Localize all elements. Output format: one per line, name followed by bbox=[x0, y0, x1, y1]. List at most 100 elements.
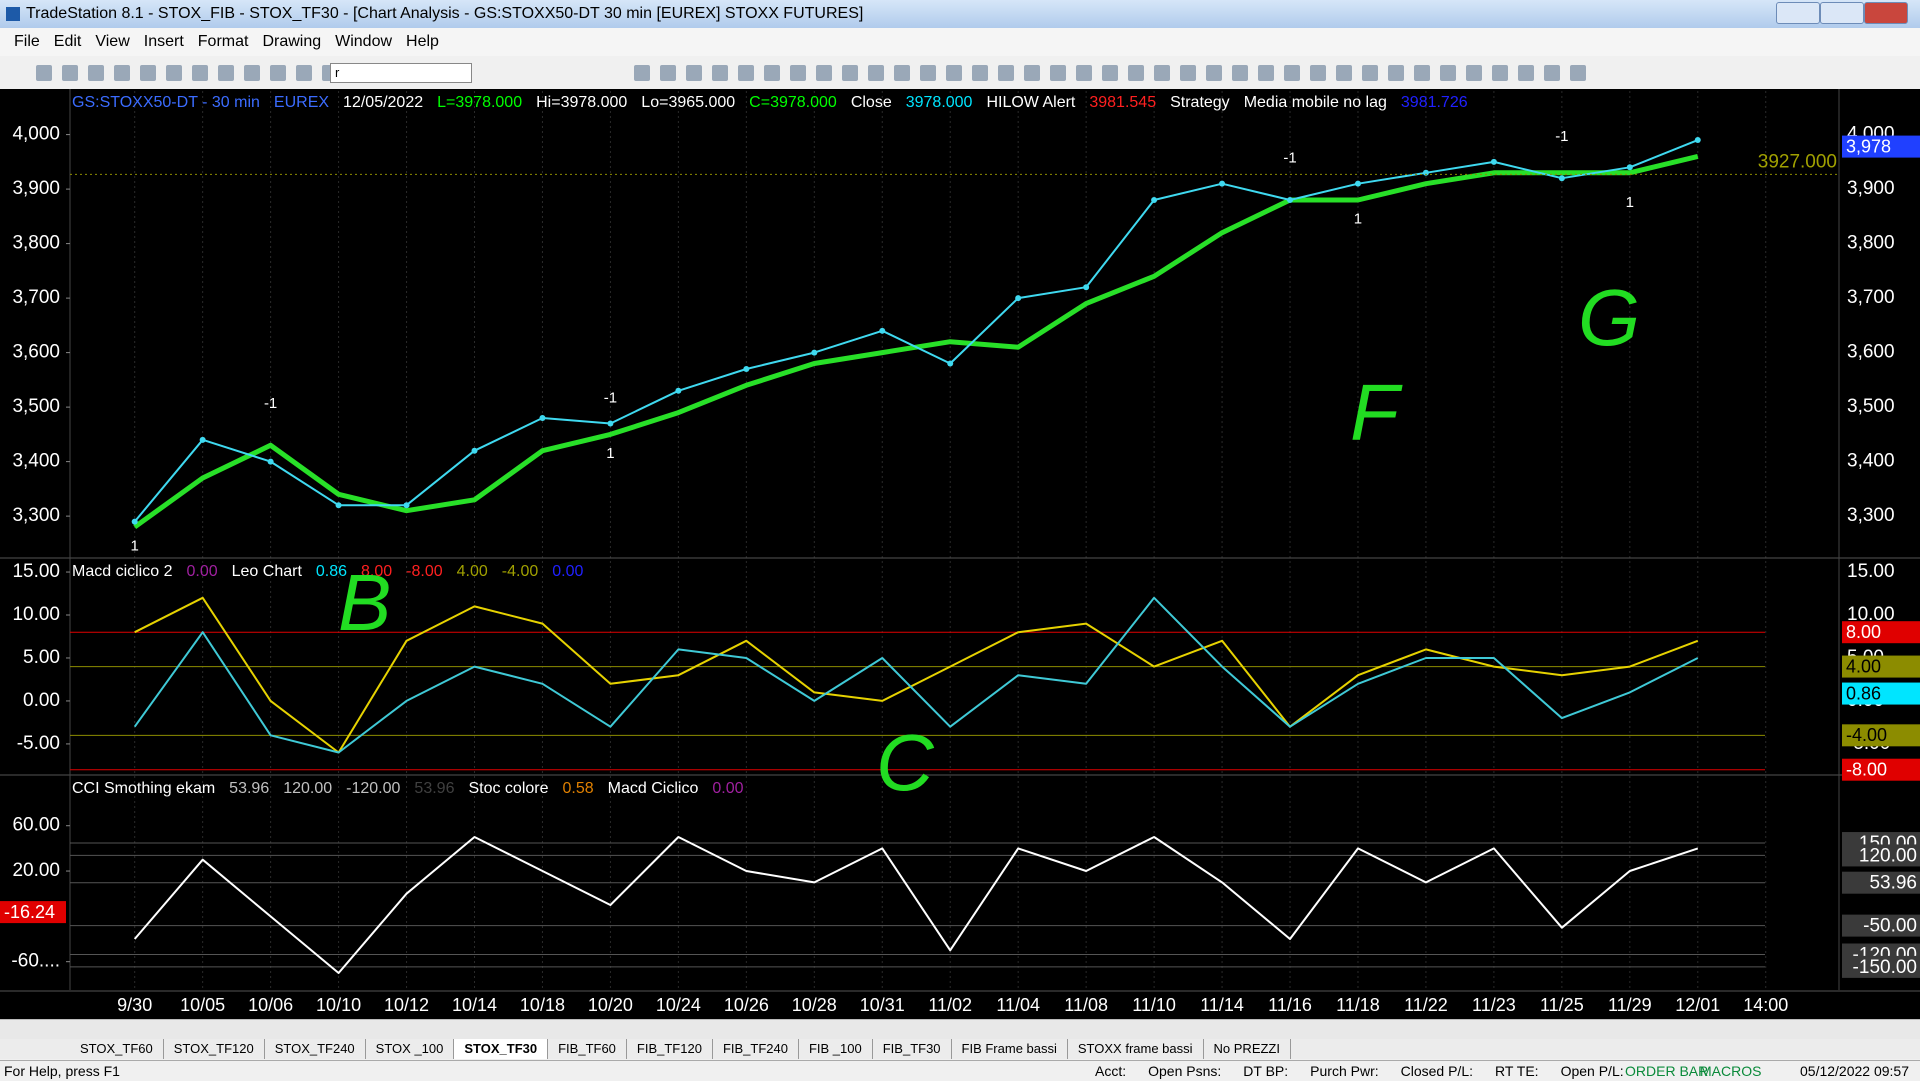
toolbar-button[interactable] bbox=[790, 65, 806, 81]
indicator-header: Macd ciclico 2 bbox=[72, 563, 173, 580]
indicator-header: 53.96 bbox=[229, 780, 269, 797]
toolbar-button[interactable] bbox=[946, 65, 962, 81]
toolbar-button[interactable] bbox=[1050, 65, 1066, 81]
toolbar-button[interactable] bbox=[1180, 65, 1196, 81]
minimize-button[interactable] bbox=[1776, 2, 1820, 24]
workspace-tab[interactable]: STOX_TF240 bbox=[265, 1039, 366, 1059]
y-tick-label-right: 15.00 bbox=[1847, 561, 1895, 582]
maximize-button[interactable] bbox=[1820, 2, 1864, 24]
signal-label: 1 bbox=[131, 537, 139, 554]
toolbar-button[interactable] bbox=[166, 65, 182, 81]
value-flag: -16.24 bbox=[4, 902, 55, 922]
toolbar-button[interactable] bbox=[1128, 65, 1144, 81]
toolbar-button[interactable] bbox=[218, 65, 234, 81]
toolbar-button[interactable] bbox=[88, 65, 104, 81]
menu-item[interactable]: Edit bbox=[53, 33, 82, 50]
macros[interactable]: MACROS bbox=[1700, 1063, 1762, 1079]
toolbar-button[interactable] bbox=[1336, 65, 1352, 81]
workspace-tab[interactable]: STOX_TF60 bbox=[70, 1039, 164, 1059]
toolbar-button[interactable] bbox=[1544, 65, 1560, 81]
workspace-tab[interactable]: STOX_TF30 bbox=[454, 1039, 549, 1059]
toolbar-button[interactable] bbox=[894, 65, 910, 81]
toolbar-button[interactable] bbox=[712, 65, 728, 81]
toolbar-button[interactable] bbox=[764, 65, 780, 81]
toolbar-button[interactable] bbox=[296, 65, 312, 81]
toolbar-button[interactable] bbox=[1570, 65, 1586, 81]
price-dot bbox=[607, 420, 614, 427]
toolbar-button[interactable] bbox=[114, 65, 130, 81]
toolbar-button[interactable] bbox=[1102, 65, 1118, 81]
workspace-tab[interactable]: FIB_TF240 bbox=[713, 1039, 799, 1059]
menu-item[interactable]: Format bbox=[197, 33, 249, 50]
menu-item[interactable]: Drawing bbox=[262, 33, 322, 50]
y2-tick-label: -50.00 bbox=[1863, 916, 1917, 937]
toolbar-button[interactable] bbox=[1440, 65, 1456, 81]
workspace-tab[interactable]: FIB Frame bassi bbox=[952, 1039, 1068, 1059]
workspace-tab[interactable]: FIB_TF120 bbox=[627, 1039, 713, 1059]
toolbar-button[interactable] bbox=[192, 65, 208, 81]
menu-item[interactable]: View bbox=[95, 33, 130, 50]
workspace-tab[interactable]: FIB_TF60 bbox=[548, 1039, 627, 1059]
menu-item[interactable]: Insert bbox=[143, 33, 184, 50]
toolbar-button[interactable] bbox=[1466, 65, 1482, 81]
workspace-tab[interactable]: STOX_TF120 bbox=[164, 1039, 265, 1059]
symbol-box[interactable]: r bbox=[330, 63, 472, 83]
toolbar-button[interactable] bbox=[738, 65, 754, 81]
toolbar-button[interactable] bbox=[634, 65, 650, 81]
toolbar-button[interactable] bbox=[686, 65, 702, 81]
account-field: RT TE: bbox=[1495, 1063, 1539, 1079]
toolbar-button[interactable] bbox=[1310, 65, 1326, 81]
toolbar-button[interactable] bbox=[270, 65, 286, 81]
price-dot bbox=[1015, 295, 1022, 302]
scroll-bar[interactable] bbox=[0, 1019, 1920, 1039]
toolbar-button[interactable] bbox=[1492, 65, 1508, 81]
toolbar-button[interactable] bbox=[842, 65, 858, 81]
toolbar-button[interactable] bbox=[1414, 65, 1430, 81]
signal-label: -1 bbox=[1283, 150, 1296, 167]
toolbar-button[interactable] bbox=[1232, 65, 1248, 81]
account-field: DT BP: bbox=[1243, 1063, 1289, 1079]
price-dot bbox=[1354, 180, 1361, 187]
price-dot bbox=[471, 447, 478, 454]
toolbar-button[interactable] bbox=[1284, 65, 1300, 81]
y-tick-label: -60.... bbox=[11, 951, 60, 972]
menu-item[interactable]: Help bbox=[406, 33, 439, 50]
toolbar-button[interactable] bbox=[1076, 65, 1092, 81]
price-dot bbox=[403, 502, 410, 509]
indicator-header: 0.00 bbox=[712, 780, 743, 797]
toolbar-button[interactable] bbox=[140, 65, 156, 81]
workspace-tab[interactable]: FIB _100 bbox=[799, 1039, 873, 1059]
toolbar-button[interactable] bbox=[660, 65, 676, 81]
workspace-tab[interactable]: STOXX frame bassi bbox=[1068, 1039, 1204, 1059]
toolbar-button[interactable] bbox=[868, 65, 884, 81]
toolbar-button[interactable] bbox=[1154, 65, 1170, 81]
toolbar-button[interactable] bbox=[1206, 65, 1222, 81]
close-button[interactable] bbox=[1864, 2, 1908, 24]
toolbar-button[interactable] bbox=[816, 65, 832, 81]
toolbar-button[interactable] bbox=[1258, 65, 1274, 81]
toolbar-button[interactable] bbox=[1388, 65, 1404, 81]
toolbar-button[interactable] bbox=[1362, 65, 1378, 81]
toolbar-button[interactable] bbox=[1518, 65, 1534, 81]
workspace-tab[interactable]: FIB_TF30 bbox=[873, 1039, 952, 1059]
toolbar-button[interactable] bbox=[998, 65, 1014, 81]
x-tick-label: 11/02 bbox=[928, 995, 972, 1015]
toolbar-button[interactable] bbox=[244, 65, 260, 81]
toolbar-button[interactable] bbox=[62, 65, 78, 81]
menu-item[interactable]: File bbox=[14, 33, 40, 50]
workspace-tab[interactable]: No PREZZI bbox=[1204, 1039, 1291, 1059]
order-bar[interactable]: ORDER BAR bbox=[1625, 1063, 1709, 1079]
toolbar-button[interactable] bbox=[36, 65, 52, 81]
toolbar-button[interactable] bbox=[920, 65, 936, 81]
app-icon bbox=[6, 7, 20, 21]
level-flag: 8.00 bbox=[1846, 622, 1881, 642]
indicator-header: -4.00 bbox=[502, 563, 539, 580]
toolbar-button[interactable] bbox=[972, 65, 988, 81]
workspace-tab[interactable]: STOX _100 bbox=[366, 1039, 455, 1059]
menu-item[interactable]: Window bbox=[335, 33, 393, 50]
signal-label: 1 bbox=[1354, 210, 1362, 227]
y-tick-label: 3,500 bbox=[12, 396, 60, 417]
toolbar-button[interactable] bbox=[1024, 65, 1040, 81]
y2-tick-label: -150.00 bbox=[1853, 957, 1917, 978]
level-flag-box bbox=[1842, 724, 1920, 747]
